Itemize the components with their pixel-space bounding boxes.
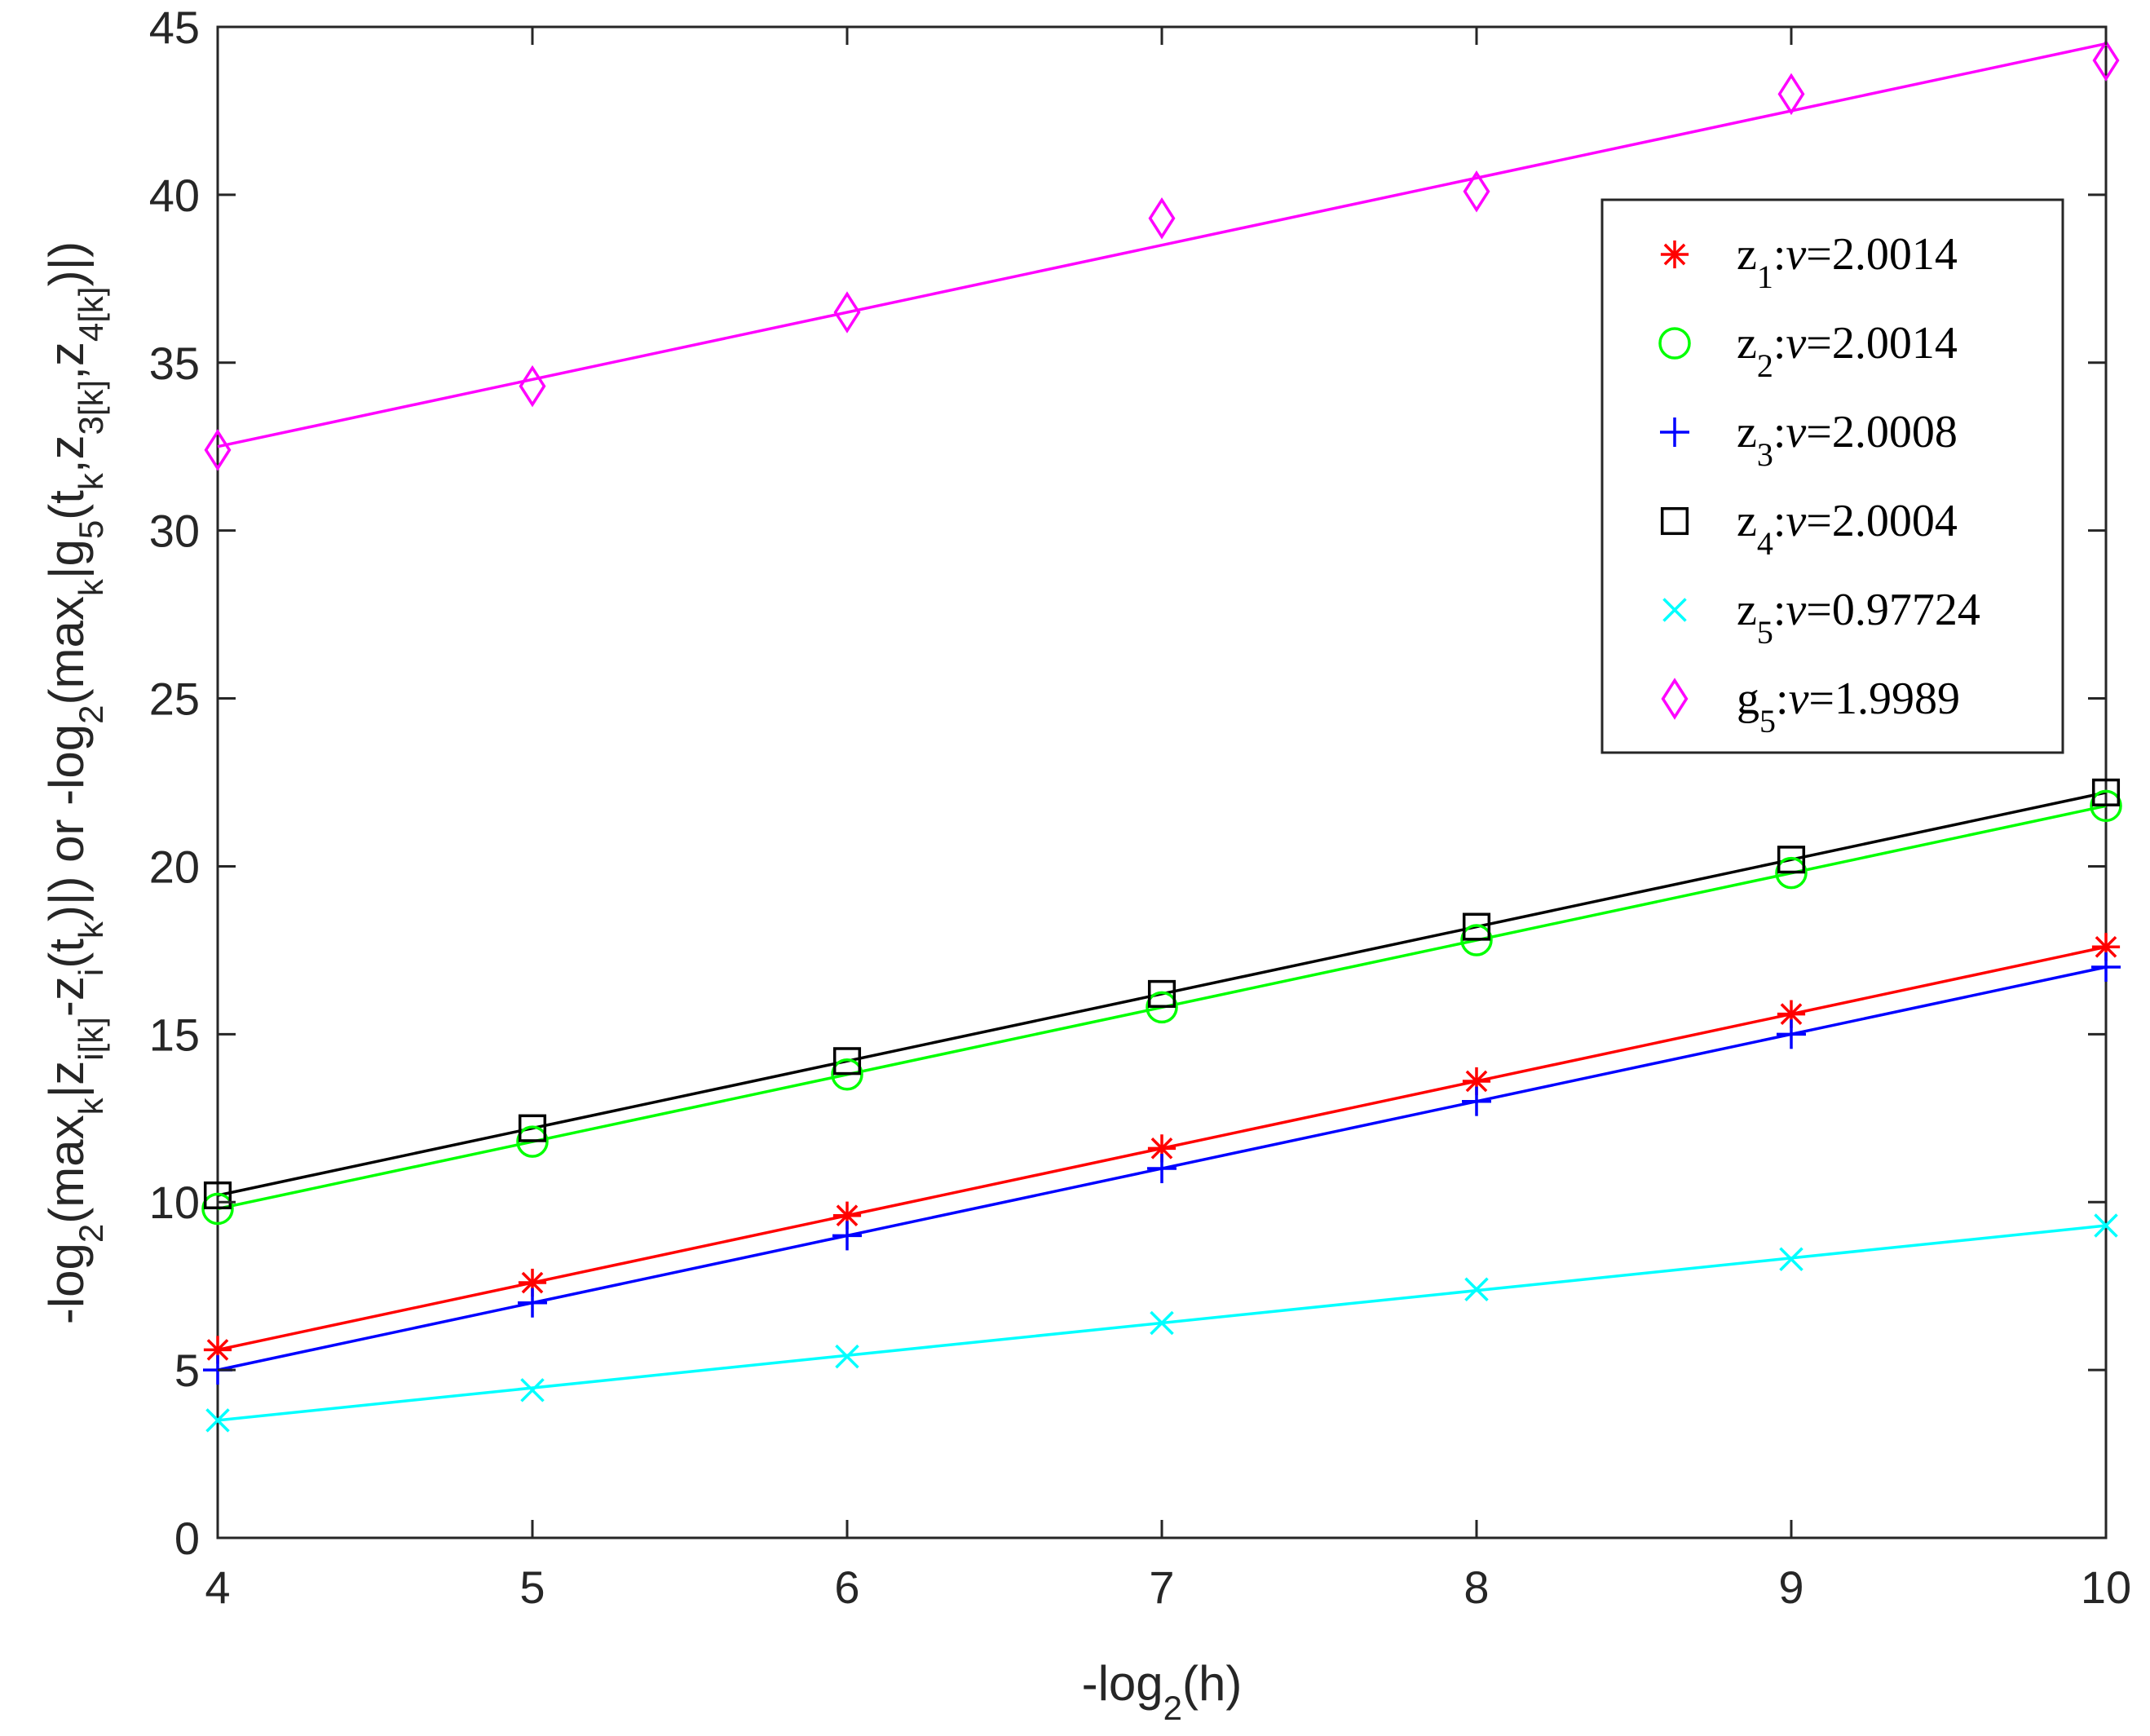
circle-marker <box>201 1192 234 1226</box>
plus-marker <box>1777 1019 1806 1049</box>
square-marker <box>832 1047 862 1076</box>
diamond-marker <box>1777 73 1805 116</box>
x-tick-label: 8 <box>1464 1562 1489 1613</box>
y-axis-label: -log2(maxk|zi[k]-zi(tk)|) or -log2(maxk|… <box>39 241 110 1324</box>
data-markers <box>201 39 2122 1433</box>
circle-marker <box>1775 856 1808 890</box>
x-tick-label: 4 <box>205 1562 230 1613</box>
diamond-marker <box>2092 39 2120 82</box>
cross-marker <box>1779 1247 1803 1271</box>
y-tick-label: 40 <box>149 170 200 221</box>
plus-marker <box>518 1288 547 1318</box>
plus-marker <box>2091 952 2121 982</box>
x-tick-label: 9 <box>1778 1562 1803 1613</box>
legend-entry-z5: z5:ν=0.97724 <box>1662 585 1980 651</box>
legend-label: z5:ν=0.97724 <box>1737 585 1980 651</box>
series-z2 <box>201 789 2122 1226</box>
cross-marker <box>835 1344 859 1369</box>
diamond-marker <box>1463 170 1490 213</box>
y-tick-label: 45 <box>149 2 200 53</box>
circle-marker <box>1460 924 1493 956</box>
diamond-marker <box>1148 197 1176 240</box>
y-tick-label: 30 <box>149 506 200 557</box>
square-marker <box>518 1114 547 1142</box>
circle-marker <box>1146 991 1178 1024</box>
circle-marker <box>516 1125 549 1158</box>
cross-marker <box>1150 1310 1174 1336</box>
legend-entry-g5: g5:ν=1.9989 <box>1661 674 1960 740</box>
square-marker <box>1660 506 1689 536</box>
diamond-marker <box>519 364 546 408</box>
legend-entry-z1: z1:ν=2.0014 <box>1660 229 1958 295</box>
square-marker <box>1462 912 1491 941</box>
cross-marker <box>205 1408 230 1433</box>
plus-marker <box>1462 1086 1491 1116</box>
diamond-marker <box>833 291 861 334</box>
legend-label: g5:ν=1.9989 <box>1737 674 1960 740</box>
diamond-marker <box>204 429 232 471</box>
legend-label: z3:ν=2.0008 <box>1737 407 1958 473</box>
series-z5 <box>205 1213 2118 1433</box>
y-tick-label: 20 <box>149 841 200 892</box>
legend-box <box>1600 198 2064 754</box>
cross-marker <box>1464 1277 1489 1302</box>
legend-entry-z3: z3:ν=2.0008 <box>1660 407 1958 473</box>
asterisk-marker <box>1462 1067 1491 1096</box>
legend-label: z4:ν=2.0004 <box>1737 496 1958 562</box>
plus-marker <box>1660 417 1689 447</box>
square-marker <box>2091 778 2121 806</box>
axis-ticks <box>216 25 2108 1539</box>
series-z1 <box>203 933 2121 1364</box>
y-tick-label: 10 <box>149 1177 200 1228</box>
legend-entry-z4: z4:ν=2.0004 <box>1660 496 1958 562</box>
plus-marker <box>832 1221 862 1251</box>
circle-marker <box>2090 789 2122 823</box>
asterisk-marker <box>203 1336 232 1364</box>
x-axis-label: -log2(h) <box>1082 1656 1243 1727</box>
cross-marker <box>520 1378 545 1402</box>
asterisk-marker <box>1777 1000 1806 1028</box>
legend-label: z1:ν=2.0014 <box>1737 229 1958 295</box>
diamond-marker <box>1661 678 1689 720</box>
x-tick-labels: 4 5 6 7 8 9 10 <box>205 1562 2131 1613</box>
x-tick-label: 10 <box>2081 1562 2131 1613</box>
plus-marker <box>1147 1154 1177 1184</box>
x-tick-label: 7 <box>1149 1562 1174 1613</box>
y-tick-label: 5 <box>174 1345 200 1396</box>
y-tick-label: 35 <box>149 338 200 389</box>
x-tick-label: 6 <box>834 1562 859 1613</box>
asterisk-marker <box>518 1268 547 1297</box>
circle-marker <box>831 1058 863 1091</box>
y-tick-label: 25 <box>149 674 200 725</box>
legend: z1:ν=2.0014 z2:ν=2.0014 z3:ν=2.0008 z4:ν=2.… <box>1600 198 2064 754</box>
square-marker <box>1147 979 1177 1008</box>
square-marker <box>1777 846 1806 874</box>
square-marker <box>203 1181 232 1210</box>
legend-entry-z2: z2:ν=2.0014 <box>1658 318 1958 384</box>
asterisk-marker <box>1660 240 1689 269</box>
y-tick-labels: 0 5 10 15 20 25 30 35 40 45 <box>149 2 200 1564</box>
series-g5 <box>204 39 2120 471</box>
cross-marker <box>2094 1213 2118 1238</box>
y-tick-label: 15 <box>149 1009 200 1060</box>
circle-marker <box>1658 327 1691 360</box>
legend-label: z2:ν=2.0014 <box>1737 318 1958 384</box>
y-tick-label: 0 <box>174 1513 200 1564</box>
series-z4 <box>203 778 2121 1210</box>
x-tick-label: 5 <box>519 1562 545 1613</box>
cross-marker <box>1662 598 1687 622</box>
